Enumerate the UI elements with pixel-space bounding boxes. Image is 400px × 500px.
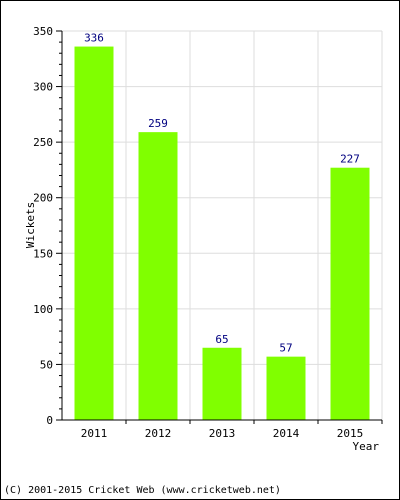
x-tick-label: 2015 bbox=[337, 427, 364, 440]
y-tick-label: 0 bbox=[46, 414, 53, 427]
y-tick-label: 250 bbox=[33, 136, 53, 149]
x-tick-label: 2013 bbox=[209, 427, 236, 440]
y-axis-label: Wickets bbox=[24, 202, 37, 248]
bars bbox=[74, 46, 370, 421]
y-tick-label: 200 bbox=[33, 192, 53, 205]
x-tick-label: 2012 bbox=[145, 427, 172, 440]
copyright-credit: (C) 2001-2015 Cricket Web (www.cricketwe… bbox=[4, 485, 281, 496]
y-tick-labels: 0 50 100 150 200 250 300 350 bbox=[33, 25, 53, 427]
x-tick-label: 2014 bbox=[273, 427, 300, 440]
x-tick-labels: 2011 2012 2013 2014 2015 bbox=[81, 427, 364, 440]
axes bbox=[56, 30, 383, 424]
bar-2014 bbox=[266, 356, 306, 420]
y-tick-label: 300 bbox=[33, 81, 53, 94]
x-axis-label: Year bbox=[353, 440, 380, 453]
y-tick-label: 150 bbox=[33, 247, 53, 260]
data-label: 227 bbox=[340, 153, 360, 166]
y-tick-label: 50 bbox=[40, 358, 53, 371]
x-tick-label: 2011 bbox=[81, 427, 108, 440]
y-tick-label: 100 bbox=[33, 303, 53, 316]
y-tick-label: 350 bbox=[33, 25, 53, 38]
bar-2013 bbox=[202, 347, 242, 420]
data-label: 65 bbox=[215, 333, 228, 346]
bar-2011 bbox=[74, 46, 114, 421]
bar-2015 bbox=[330, 167, 370, 420]
data-label: 336 bbox=[84, 32, 104, 45]
data-labels: 336 259 65 57 227 bbox=[84, 32, 360, 355]
grid-lines bbox=[62, 30, 383, 420]
bar-2012 bbox=[138, 132, 178, 420]
data-label: 57 bbox=[279, 342, 292, 355]
data-label: 259 bbox=[148, 117, 168, 130]
